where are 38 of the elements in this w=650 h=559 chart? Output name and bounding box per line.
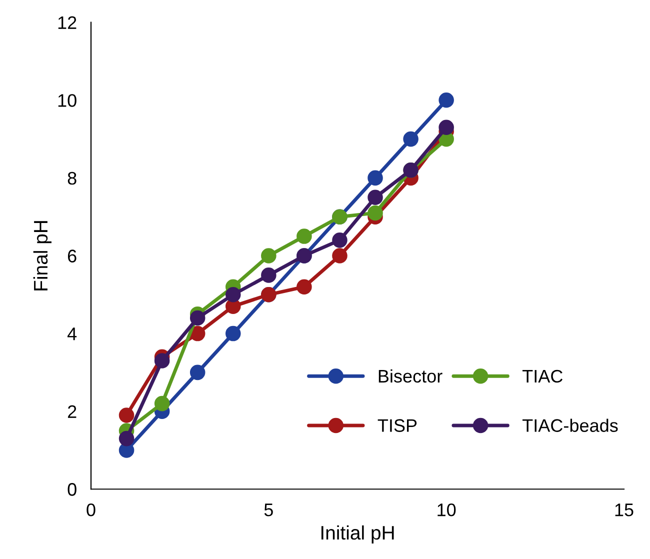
legend-label: TIAC-beads <box>522 418 618 432</box>
point <box>118 408 134 423</box>
point <box>332 232 348 248</box>
point <box>368 190 383 206</box>
point <box>154 353 170 368</box>
y-axis-title: Final pH <box>33 221 52 290</box>
point <box>296 228 312 244</box>
point <box>261 268 276 283</box>
y-tick-label: 6 <box>68 250 76 262</box>
legend-label: TISP <box>378 419 417 432</box>
point <box>296 279 312 294</box>
x-tick-label: 15 <box>615 504 634 516</box>
point <box>190 326 206 342</box>
point <box>261 248 276 264</box>
y-tick-label: 2 <box>68 405 76 418</box>
y-tick-label: 10 <box>58 94 76 107</box>
x-tick-label: 10 <box>438 503 456 516</box>
x-axis-title: Initial pH <box>321 525 394 544</box>
point <box>118 430 134 446</box>
point <box>438 92 454 108</box>
x-tick-label: 5 <box>264 504 273 516</box>
legend-label: Bisector <box>378 369 442 383</box>
point <box>368 205 383 221</box>
point <box>190 364 206 380</box>
point <box>438 120 454 136</box>
y-tick-label: 8 <box>68 172 76 185</box>
point <box>225 287 241 302</box>
y-tick-label: 12 <box>58 16 76 29</box>
point <box>332 248 348 264</box>
y-tick-label: 4 <box>67 328 77 340</box>
point <box>190 310 206 326</box>
point <box>403 131 418 147</box>
point <box>154 396 170 412</box>
point <box>368 170 383 186</box>
y-tick-label: 0 <box>68 483 76 496</box>
legend-label: TIAC <box>522 370 563 383</box>
x-tick-label: 0 <box>86 503 96 516</box>
point <box>225 326 241 342</box>
